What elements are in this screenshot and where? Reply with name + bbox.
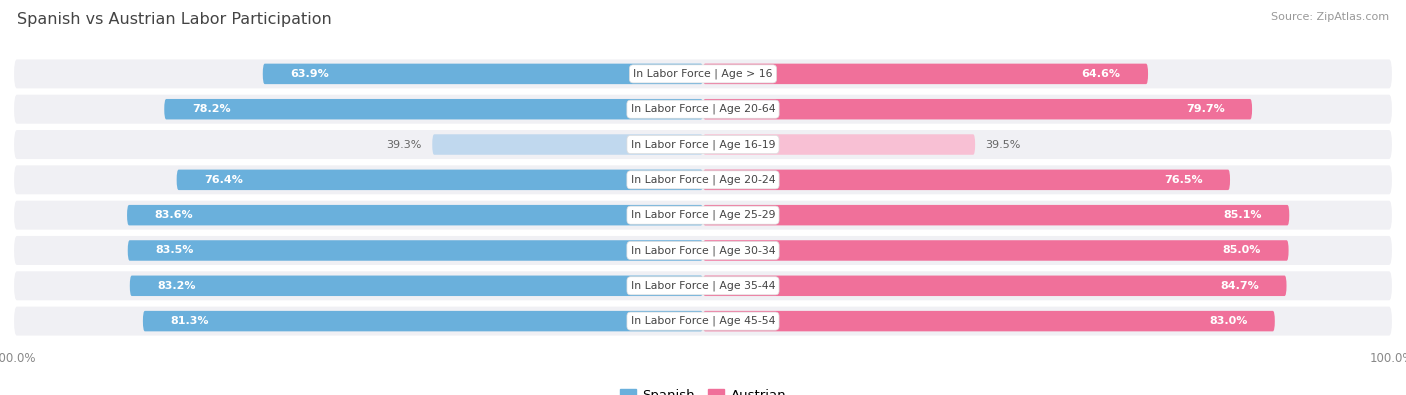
FancyBboxPatch shape bbox=[14, 130, 1392, 159]
FancyBboxPatch shape bbox=[703, 276, 1286, 296]
Legend: Spanish, Austrian: Spanish, Austrian bbox=[614, 384, 792, 395]
Text: 83.6%: 83.6% bbox=[155, 210, 193, 220]
FancyBboxPatch shape bbox=[703, 64, 1149, 84]
Text: 76.5%: 76.5% bbox=[1164, 175, 1202, 185]
FancyBboxPatch shape bbox=[703, 205, 1289, 226]
FancyBboxPatch shape bbox=[128, 240, 703, 261]
FancyBboxPatch shape bbox=[14, 236, 1392, 265]
FancyBboxPatch shape bbox=[703, 134, 976, 155]
Text: In Labor Force | Age 25-29: In Labor Force | Age 25-29 bbox=[631, 210, 775, 220]
FancyBboxPatch shape bbox=[703, 311, 1275, 331]
FancyBboxPatch shape bbox=[14, 95, 1392, 124]
FancyBboxPatch shape bbox=[703, 169, 1230, 190]
FancyBboxPatch shape bbox=[129, 276, 703, 296]
FancyBboxPatch shape bbox=[127, 205, 703, 226]
Text: 79.7%: 79.7% bbox=[1185, 104, 1225, 114]
Text: 84.7%: 84.7% bbox=[1220, 281, 1258, 291]
Text: 83.5%: 83.5% bbox=[155, 245, 194, 256]
FancyBboxPatch shape bbox=[263, 64, 703, 84]
FancyBboxPatch shape bbox=[14, 166, 1392, 194]
FancyBboxPatch shape bbox=[14, 201, 1392, 229]
Text: Source: ZipAtlas.com: Source: ZipAtlas.com bbox=[1271, 12, 1389, 22]
Text: 83.0%: 83.0% bbox=[1209, 316, 1247, 326]
FancyBboxPatch shape bbox=[143, 311, 703, 331]
Text: In Labor Force | Age 45-54: In Labor Force | Age 45-54 bbox=[631, 316, 775, 326]
FancyBboxPatch shape bbox=[14, 59, 1392, 88]
Text: 83.2%: 83.2% bbox=[157, 281, 195, 291]
Text: 64.6%: 64.6% bbox=[1081, 69, 1121, 79]
FancyBboxPatch shape bbox=[165, 99, 703, 119]
Text: 78.2%: 78.2% bbox=[191, 104, 231, 114]
Text: In Labor Force | Age 16-19: In Labor Force | Age 16-19 bbox=[631, 139, 775, 150]
Text: 85.1%: 85.1% bbox=[1223, 210, 1261, 220]
FancyBboxPatch shape bbox=[177, 169, 703, 190]
Text: In Labor Force | Age 20-24: In Labor Force | Age 20-24 bbox=[631, 175, 775, 185]
FancyBboxPatch shape bbox=[432, 134, 703, 155]
FancyBboxPatch shape bbox=[14, 271, 1392, 300]
Text: In Labor Force | Age 30-34: In Labor Force | Age 30-34 bbox=[631, 245, 775, 256]
FancyBboxPatch shape bbox=[703, 99, 1253, 119]
Text: In Labor Force | Age > 16: In Labor Force | Age > 16 bbox=[633, 69, 773, 79]
Text: 63.9%: 63.9% bbox=[290, 69, 329, 79]
FancyBboxPatch shape bbox=[703, 240, 1289, 261]
Text: Spanish vs Austrian Labor Participation: Spanish vs Austrian Labor Participation bbox=[17, 12, 332, 27]
Text: 76.4%: 76.4% bbox=[204, 175, 243, 185]
FancyBboxPatch shape bbox=[14, 307, 1392, 336]
Text: 85.0%: 85.0% bbox=[1223, 245, 1261, 256]
Text: In Labor Force | Age 35-44: In Labor Force | Age 35-44 bbox=[631, 280, 775, 291]
Text: 39.3%: 39.3% bbox=[387, 139, 422, 150]
Text: In Labor Force | Age 20-64: In Labor Force | Age 20-64 bbox=[631, 104, 775, 115]
Text: 39.5%: 39.5% bbox=[986, 139, 1021, 150]
Text: 81.3%: 81.3% bbox=[170, 316, 209, 326]
